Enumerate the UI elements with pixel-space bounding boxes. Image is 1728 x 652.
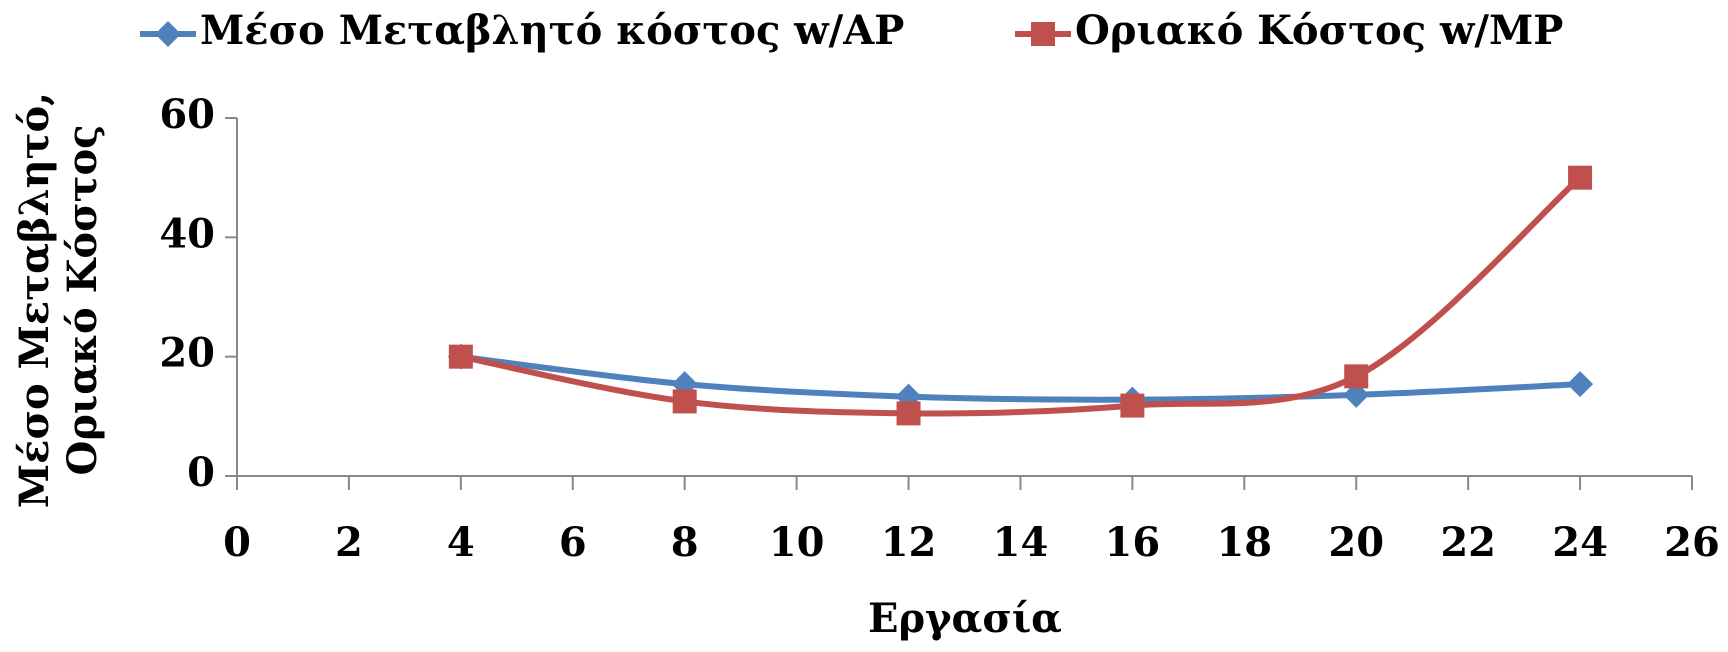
x-tick-label: 14 [993,519,1049,566]
series-line [460,175,1583,417]
series-line [460,353,1581,403]
legend-marker [1031,22,1055,46]
legend-marker [155,21,181,47]
marker [448,344,473,369]
x-tick-label: 12 [881,519,937,566]
x-tick-label: 18 [1216,519,1272,566]
y-axis-label-line: Μέσο Μεταβλητό, [11,92,58,508]
marker [1567,371,1594,398]
x-tick-label: 24 [1552,519,1608,566]
marker [672,389,697,414]
y-tick-label: 40 [159,210,215,257]
marker [896,401,921,426]
x-tick-label: 2 [335,519,363,566]
marker [1568,165,1593,190]
marker [1120,393,1145,418]
legend-label: Οριακό Κόστος w/MP [1075,7,1563,54]
marker [1344,364,1369,389]
x-tick-label: 16 [1105,519,1161,566]
y-axis-label: Μέσο Μεταβλητό, Οριακό Κόστος [11,92,106,508]
x-tick-label: 20 [1328,519,1384,566]
x-tick-label: 26 [1664,519,1720,566]
x-tick-label: 10 [769,519,825,566]
x-tick-label: 0 [223,519,251,566]
y-axis-label-line: Οριακό Κόστος [59,124,106,475]
x-tick-label: 6 [559,519,587,566]
y-tick-label: 60 [159,91,215,138]
y-tick-label: 0 [187,449,215,496]
x-tick-label: 22 [1440,519,1496,566]
legend-label: Μέσο Μεταβλητό κόστος w/AP [200,7,904,54]
x-tick-label: 8 [671,519,699,566]
x-tick-label: 4 [447,519,475,566]
x-axis-label: Εργασία [868,595,1062,642]
y-tick-label: 20 [159,330,215,377]
